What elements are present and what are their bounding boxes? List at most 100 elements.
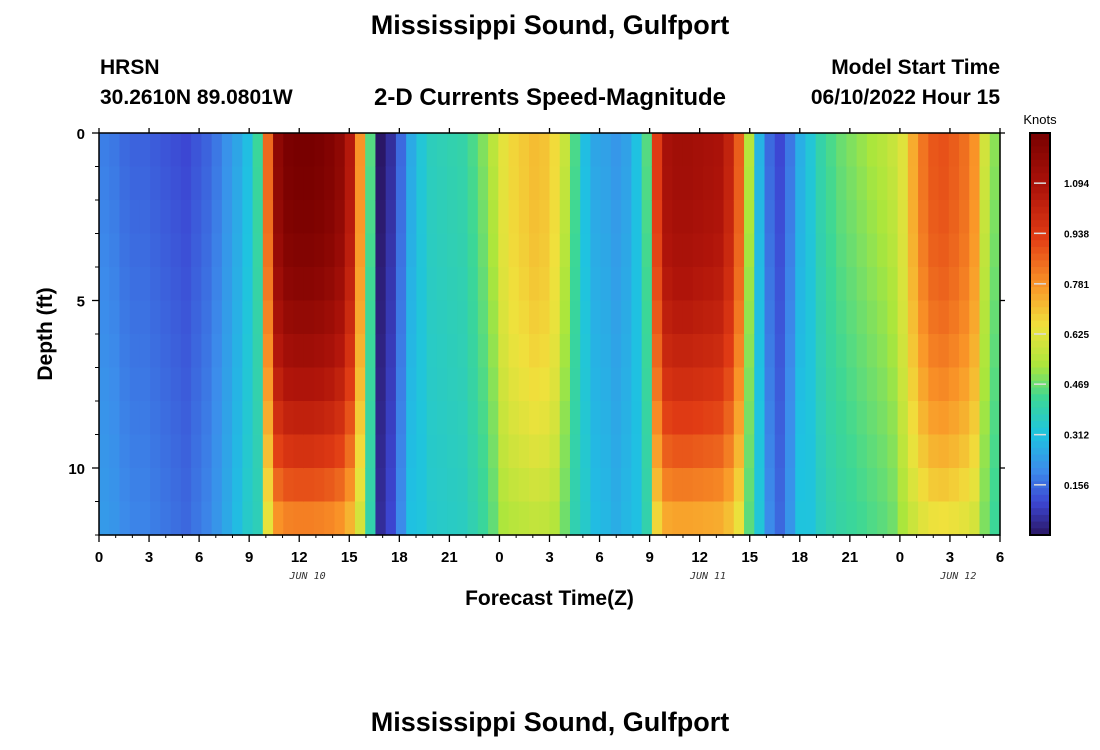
heatmap-cell [467,300,479,335]
heatmap-cell [784,401,796,436]
heatmap-cell [375,334,387,369]
heatmap-cell [662,267,673,302]
heatmap-cell [314,334,325,369]
heatmap-cell [406,501,417,536]
heatmap-cell [856,200,868,235]
heatmap-cell [610,267,622,302]
date-label: JUN 10 [289,571,326,582]
heatmap-cell [682,367,694,402]
heatmap-cell [436,401,448,436]
heatmap-cell [774,267,786,302]
heatmap-cell [426,300,438,335]
heatmap-cell [139,233,151,268]
heatmap-cell [119,200,131,235]
heatmap-cell [354,501,366,536]
heatmap-cell [744,233,755,268]
heatmap-cell [969,434,981,469]
heatmap-cell [242,468,254,503]
heatmap-cell [989,233,1001,268]
heatmap-cell [498,468,510,503]
heatmap-cell [395,300,407,335]
heatmap-cell [662,200,673,235]
colorbar-tick-label: 0.625 [1064,330,1089,341]
heatmap-cell [805,468,817,503]
heatmap-cell [948,334,960,369]
heatmap-cell [744,501,755,536]
heatmap-cell [600,133,612,168]
heatmap-cell [314,200,325,235]
colorbar-segment [1030,447,1050,456]
heatmap-cell [590,267,602,302]
heatmap-cell [948,501,960,536]
colorbar-segment [1030,173,1050,181]
heatmap-cell [815,401,827,436]
heatmap-cell [938,133,950,168]
colorbar-segment [1030,287,1050,295]
heatmap-cell [375,367,387,402]
heatmap-cell [928,367,940,402]
heatmap-cell [621,133,633,168]
heatmap-cell [897,300,909,335]
heatmap-cell [119,133,131,168]
heatmap-cell [897,166,909,201]
heatmap-cell [201,334,213,369]
heatmap-cell [692,334,704,369]
heatmap-cell [160,200,172,235]
heatmap-cell [119,468,131,503]
heatmap-cell [959,267,970,302]
heatmap-cell [99,501,110,536]
heatmap-cell [109,233,121,268]
heatmap-cell [211,401,223,436]
heatmap-cell [600,501,612,536]
heatmap-cell [754,267,766,302]
heatmap-cell [641,434,653,469]
heatmap-cell [201,133,213,168]
heatmap-cell [590,300,602,335]
heatmap-cell [600,233,612,268]
heatmap-cell [610,133,622,168]
heatmap-cell [529,233,540,268]
heatmap-cell [344,334,356,369]
heatmap-cell [518,133,530,168]
heatmap-cell [232,133,243,168]
heatmap-cell [846,300,858,335]
heatmap-cell [354,166,366,201]
heatmap-cell [426,468,438,503]
heatmap-cell [887,501,899,536]
heatmap-cell [723,267,735,302]
heatmap-cell [150,367,162,402]
heatmap-cell [580,468,592,503]
heatmap-cell [477,200,489,235]
heatmap-cell [774,367,786,402]
heatmap-cell [539,367,551,402]
heatmap-cell [273,334,284,369]
heatmap-cell [979,133,991,168]
heatmap-cell [641,200,653,235]
heatmap-cell [191,501,202,536]
heatmap-cell [805,434,817,469]
colorbar-segment [1030,427,1050,436]
heatmap-cell [498,233,510,268]
heatmap-cell [467,468,479,503]
heatmap-cell [303,501,315,536]
heatmap-cell [314,367,325,402]
heatmap-cell [907,401,919,436]
heatmap-cell [846,233,858,268]
heatmap-cell [805,233,817,268]
heatmap-cell [160,133,172,168]
heatmap-cell [549,300,561,335]
heatmap-cell [232,267,243,302]
heatmap-cell [273,367,284,402]
heatmap-cell [119,300,131,335]
heatmap-cell [457,200,469,235]
heatmap-cell [600,200,612,235]
heatmap-cell [170,200,182,235]
heatmap-cell [672,501,684,536]
heatmap-cell [191,200,202,235]
heatmap-cell [354,233,366,268]
heatmap-cell [744,300,755,335]
heatmap-cell [897,468,909,503]
heatmap-cell [774,501,786,536]
heatmap-cell [488,401,499,436]
